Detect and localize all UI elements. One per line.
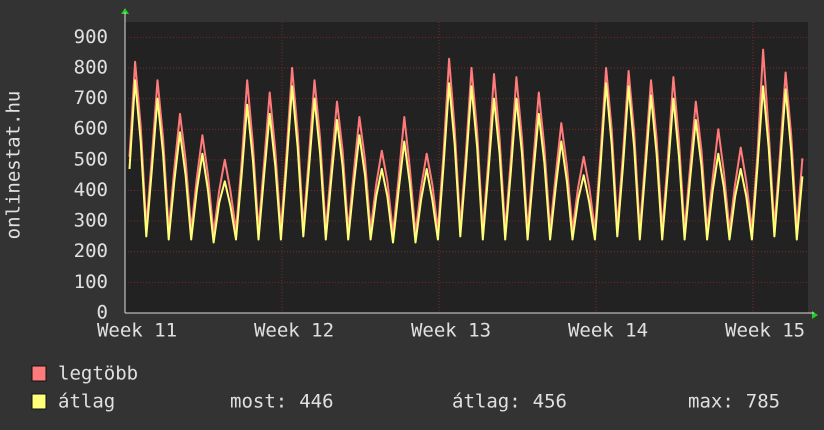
y-tick-label: 300 — [74, 210, 108, 232]
y-tick-label: 500 — [74, 148, 108, 170]
legend-label: átlag — [58, 391, 115, 413]
y-tick-label: 0 — [97, 302, 108, 324]
y-tick-label: 900 — [74, 26, 108, 48]
y-tick-label: 600 — [74, 118, 108, 140]
x-tick-label: Week 14 — [568, 320, 648, 342]
x-tick-label: Week 12 — [254, 320, 334, 342]
stat-value: 446 — [299, 391, 333, 413]
stat-value: 785 — [746, 391, 780, 413]
legend-label: legtöbb — [58, 363, 138, 385]
y-tick-label: 700 — [74, 87, 108, 109]
x-tick-label: Week 13 — [411, 320, 491, 342]
x-tick-label: Week 11 — [97, 320, 177, 342]
series-line — [128, 79, 804, 244]
y-tick-label: 200 — [74, 240, 108, 262]
legend-swatch — [31, 393, 47, 410]
y-tick-label: 400 — [74, 179, 108, 201]
stat-label: most: — [230, 391, 287, 413]
x-tick-label: Week 15 — [725, 320, 805, 342]
stat-label: max: — [688, 391, 734, 413]
y-axis-label: onlinestat.hu — [3, 91, 25, 240]
stat-value: 456 — [533, 391, 567, 413]
legend-swatch — [31, 365, 47, 382]
y-tick-label: 800 — [74, 56, 108, 78]
stat-label: átlag: — [452, 391, 521, 413]
axis-arrow — [121, 8, 129, 14]
y-tick-label: 100 — [74, 271, 108, 293]
